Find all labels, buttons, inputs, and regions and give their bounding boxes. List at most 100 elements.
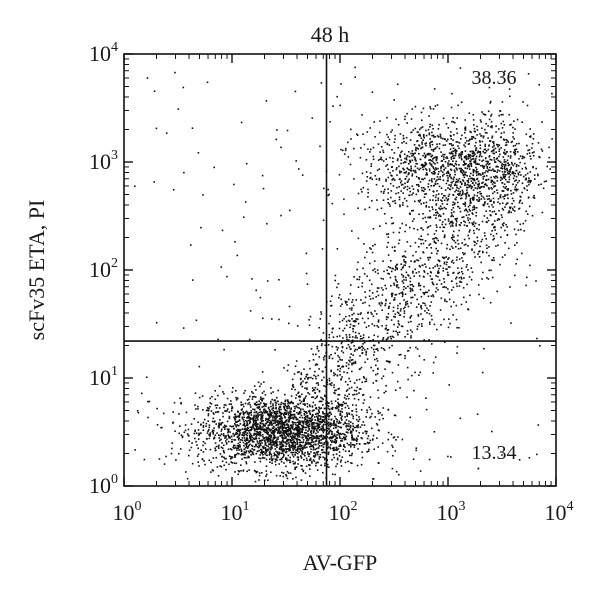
scatter-point: [296, 441, 299, 444]
scatter-point: [505, 161, 507, 163]
scatter-point: [410, 336, 412, 339]
scatter-point: [400, 292, 402, 294]
scatter-point: [352, 429, 354, 432]
scatter-point: [294, 446, 297, 448]
scatter-point: [345, 334, 348, 336]
scatter-point: [287, 404, 289, 407]
scatter-point: [304, 415, 307, 418]
scatter-point: [280, 460, 283, 463]
scatter-point: [345, 365, 348, 367]
scatter-point: [291, 452, 293, 454]
scatter-point: [231, 462, 234, 464]
scatter-point: [345, 425, 347, 427]
scatter-point: [316, 469, 319, 471]
scatter-point: [398, 170, 401, 172]
scatter-point: [286, 477, 289, 480]
scatter-point: [376, 199, 378, 201]
scatter-point: [491, 211, 494, 213]
scatter-point: [400, 263, 402, 265]
scatter-point: [250, 438, 252, 441]
scatter-point: [338, 406, 340, 408]
scatter-point: [443, 341, 446, 343]
scatter-point: [327, 422, 330, 424]
scatter-point: [277, 456, 279, 459]
scatter-point: [282, 443, 284, 446]
scatter-point: [196, 455, 199, 457]
scatter-point: [170, 452, 173, 455]
scatter-point: [424, 168, 427, 170]
scatter-point: [333, 435, 336, 437]
scatter-point: [238, 416, 241, 418]
scatter-point: [319, 435, 321, 437]
scatter-point: [306, 424, 308, 426]
scatter-point: [501, 256, 504, 258]
scatter-point: [261, 446, 264, 448]
scatter-point: [388, 346, 391, 349]
scatter-point: [320, 338, 322, 341]
scatter-point: [233, 462, 236, 464]
scatter-point: [485, 184, 487, 186]
scatter-point: [464, 126, 467, 128]
scatter-point: [249, 450, 252, 453]
scatter-point: [263, 404, 266, 407]
scatter-point: [453, 134, 455, 136]
scatter-point: [245, 433, 247, 436]
scatter-point: [540, 148, 543, 150]
scatter-point: [265, 439, 267, 441]
scatter-point: [231, 425, 233, 428]
scatter-point: [286, 440, 289, 442]
scatter-point: [226, 428, 229, 431]
scatter-point: [417, 259, 420, 262]
scatter-point: [360, 366, 363, 369]
scatter-point: [340, 426, 342, 429]
scatter-point: [398, 231, 401, 234]
scatter-point: [323, 436, 326, 438]
scatter-point: [428, 159, 430, 161]
scatter-point: [436, 143, 438, 145]
scatter-point: [521, 202, 523, 204]
scatter-point: [333, 391, 335, 394]
scatter-point: [269, 412, 272, 414]
scatter-point: [281, 444, 284, 447]
scatter-point: [517, 165, 520, 167]
scatter-point: [427, 233, 429, 236]
scatter-point: [272, 425, 275, 428]
scatter-point: [232, 387, 234, 389]
scatter-point: [352, 304, 355, 307]
scatter-point: [439, 226, 441, 229]
scatter-point: [498, 155, 500, 158]
scatter-point: [293, 421, 296, 424]
scatter-point: [223, 424, 226, 427]
scatter-point: [353, 438, 355, 440]
scatter-point: [292, 386, 295, 388]
scatter-point: [281, 471, 283, 474]
scatter-point: [414, 171, 416, 174]
scatter-point: [310, 348, 313, 350]
scatter-point: [256, 406, 258, 409]
scatter-point: [416, 167, 419, 170]
scatter-point: [328, 437, 330, 439]
scatter-point: [496, 219, 499, 221]
scatter-point: [262, 423, 265, 425]
scatter-point: [292, 442, 295, 444]
scatter-point: [546, 165, 548, 168]
scatter-point: [392, 185, 395, 187]
scatter-point: [384, 302, 387, 305]
scatter-point: [512, 209, 514, 211]
scatter-point: [284, 432, 287, 434]
scatter-point: [446, 300, 448, 303]
scatter-point: [512, 171, 515, 174]
scatter-point: [433, 323, 436, 326]
scatter-point: [340, 440, 342, 442]
scatter-point: [410, 118, 413, 120]
scatter-point: [245, 410, 248, 413]
scatter-point: [302, 380, 304, 383]
scatter-point: [375, 313, 378, 315]
scatter-point: [222, 412, 224, 414]
scatter-point: [373, 448, 375, 451]
scatter-point: [437, 193, 440, 195]
scatter-point: [420, 147, 423, 149]
scatter-point: [433, 178, 436, 180]
scatter-point: [376, 424, 379, 426]
scatter-point: [437, 167, 439, 170]
